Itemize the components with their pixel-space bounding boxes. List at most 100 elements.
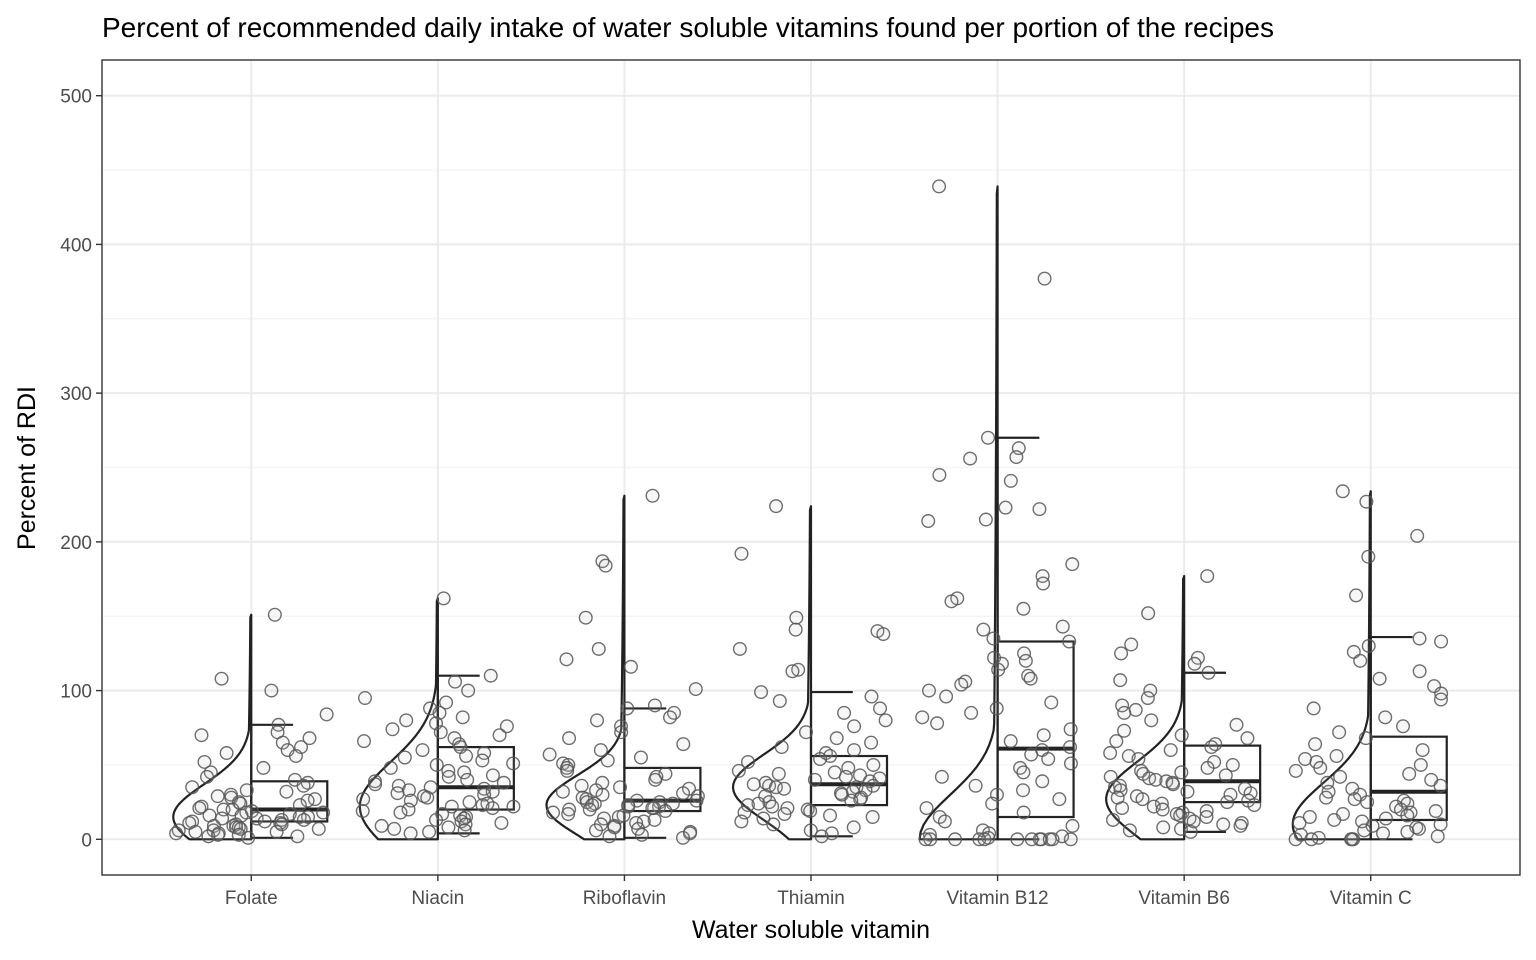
data-point — [210, 789, 225, 804]
data-point — [460, 772, 475, 787]
data-point — [1024, 747, 1039, 762]
data-point — [1358, 731, 1373, 746]
data-point — [279, 784, 294, 799]
data-point — [546, 805, 561, 820]
data-point — [483, 668, 498, 683]
data-point — [1065, 818, 1080, 833]
data-point — [613, 780, 628, 795]
data-point — [777, 807, 792, 822]
data-point — [633, 750, 648, 765]
data-point — [788, 622, 803, 637]
data-point — [865, 810, 880, 825]
data-point — [766, 817, 781, 832]
data-point — [740, 798, 755, 813]
violin-outline — [545, 494, 626, 841]
data-point — [1131, 752, 1146, 767]
data-point — [401, 802, 416, 817]
data-point — [499, 719, 514, 734]
data-point — [302, 731, 317, 746]
data-point — [1201, 665, 1216, 680]
data-point — [972, 832, 987, 847]
data-point — [275, 735, 290, 750]
data-point — [1402, 766, 1417, 781]
grid — [102, 60, 1520, 875]
data-point — [864, 689, 879, 704]
data-point — [600, 753, 615, 768]
data-point — [593, 743, 608, 758]
data-point — [921, 514, 936, 529]
data-point — [1114, 646, 1129, 661]
data-point — [1349, 588, 1364, 603]
data-point — [769, 499, 784, 514]
data-point — [1036, 576, 1051, 591]
data-point — [930, 716, 945, 731]
data-point — [355, 804, 370, 819]
x-tick-label: Vitamin C — [1330, 888, 1412, 909]
data-point — [866, 757, 881, 772]
data-point — [494, 815, 509, 830]
data-point — [1065, 557, 1080, 572]
data-point — [1187, 656, 1202, 671]
data-point — [932, 467, 947, 482]
data-point — [506, 756, 521, 771]
data-point — [814, 829, 829, 844]
data-point — [620, 701, 635, 716]
data-point — [1016, 765, 1031, 780]
data-point — [746, 777, 761, 792]
data-point — [1003, 473, 1018, 488]
data-point — [964, 705, 979, 720]
data-point — [1225, 757, 1240, 772]
data-point — [415, 743, 430, 758]
data-point — [256, 760, 271, 775]
data-point — [1400, 808, 1415, 823]
data-point — [954, 677, 969, 692]
data-point — [1024, 832, 1039, 847]
data-point — [823, 808, 838, 823]
data-point — [645, 488, 660, 503]
data-point — [878, 713, 893, 728]
y-tick-label: 0 — [81, 830, 92, 851]
data-point — [420, 790, 435, 805]
data-point — [658, 804, 673, 819]
data-point — [562, 731, 577, 746]
data-point — [387, 821, 402, 836]
data-point — [455, 710, 470, 725]
data-point — [1128, 702, 1143, 717]
data-point — [1063, 722, 1078, 737]
data-point — [555, 784, 570, 799]
x-tick-label: Vitamin B6 — [1138, 888, 1230, 909]
data-point — [1240, 731, 1255, 746]
data-point — [648, 772, 663, 787]
data-point — [734, 814, 749, 829]
data-point — [976, 622, 991, 637]
data-point — [1045, 832, 1060, 847]
data-point — [1063, 832, 1078, 847]
data-point — [457, 765, 472, 780]
data-point — [732, 641, 747, 656]
data-point — [1229, 717, 1244, 732]
data-point — [578, 610, 593, 625]
box-iqr — [809, 754, 889, 807]
data-point — [1327, 812, 1342, 827]
data-point — [358, 691, 373, 706]
data-point — [357, 734, 372, 749]
data-point — [441, 820, 456, 835]
data-point — [846, 820, 861, 835]
data-point — [311, 821, 326, 836]
data-point — [963, 451, 978, 466]
data-point — [785, 664, 800, 679]
data-point — [734, 546, 749, 561]
data-point — [1378, 710, 1393, 725]
data-point — [989, 701, 1004, 716]
data-point — [590, 713, 605, 728]
data-point — [1113, 783, 1128, 798]
data-point — [985, 796, 1000, 811]
data-point — [559, 652, 574, 667]
data-point — [647, 812, 662, 827]
data-point — [241, 830, 256, 845]
data-point — [948, 832, 963, 847]
data-point — [689, 793, 704, 808]
data-point — [777, 781, 792, 796]
data-point — [1156, 820, 1171, 835]
